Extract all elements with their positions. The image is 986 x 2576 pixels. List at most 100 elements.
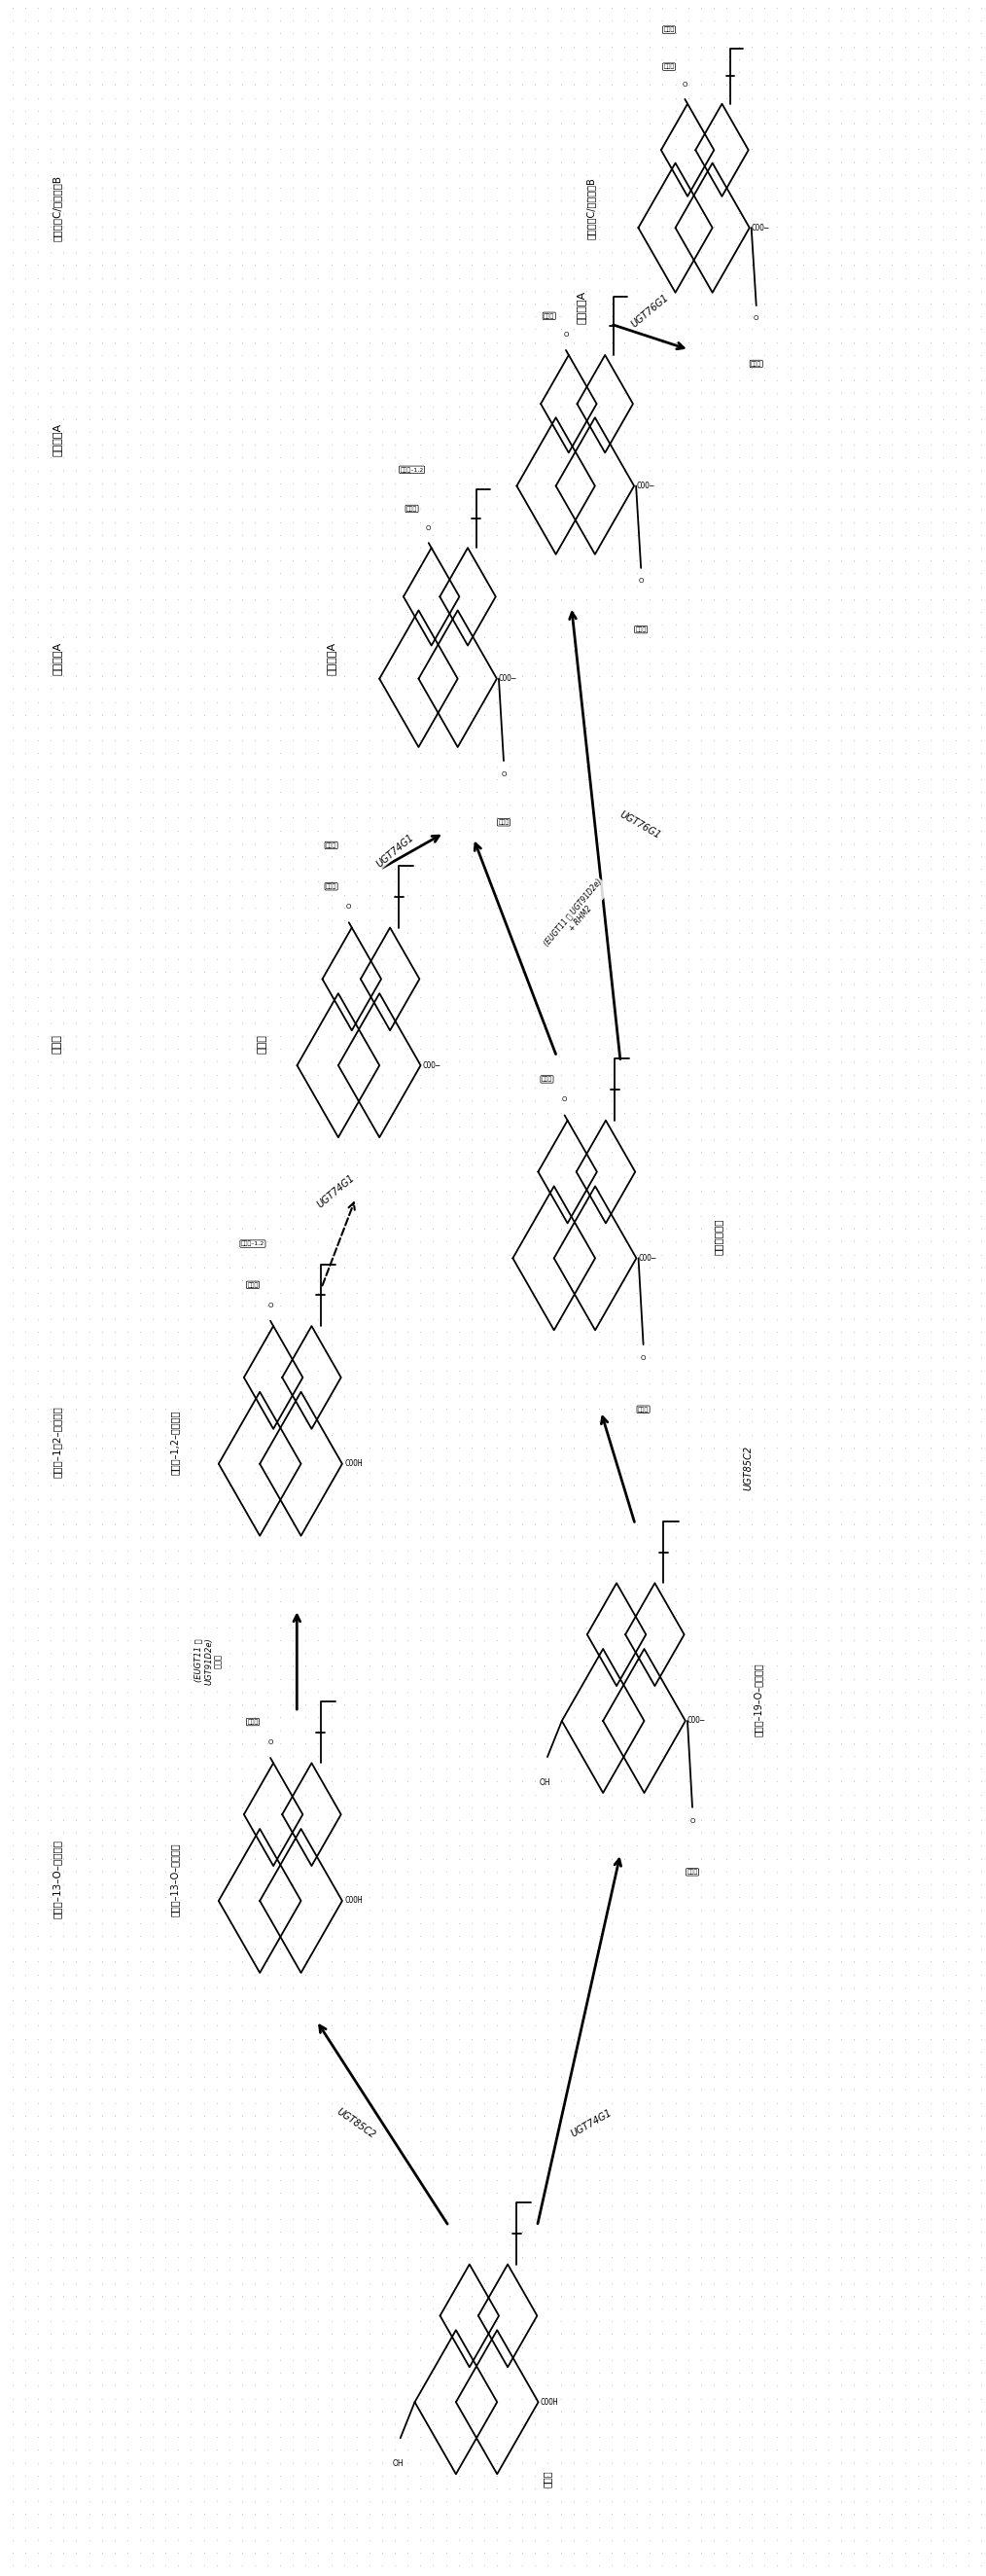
Point	[412, 732, 428, 773]
Point	[591, 1569, 606, 1610]
Point	[973, 1492, 986, 1533]
Point	[425, 605, 441, 647]
Point	[463, 1517, 479, 1558]
Point	[119, 335, 135, 376]
Point	[106, 1607, 122, 1649]
Text: COO–: COO–	[423, 1061, 441, 1069]
Point	[769, 1015, 785, 1056]
Point	[55, 2133, 71, 2174]
Point	[820, 1440, 836, 1481]
Point	[209, 938, 225, 979]
Point	[782, 0, 798, 28]
Point	[119, 1118, 135, 1159]
Point	[820, 0, 836, 41]
Point	[706, 1066, 722, 1108]
Point	[209, 1788, 225, 1829]
Point	[145, 2300, 161, 2342]
Point	[693, 1749, 709, 1790]
Point	[106, 77, 122, 118]
Point	[693, 835, 709, 876]
Point	[285, 1839, 301, 1880]
Point	[706, 1839, 722, 1880]
Point	[349, 783, 365, 824]
Point	[311, 1401, 326, 1443]
Point	[578, 180, 594, 222]
Point	[387, 2236, 403, 2277]
Point	[399, 39, 415, 80]
Point	[553, 2287, 569, 2329]
Point	[18, 90, 34, 131]
Point	[668, 1607, 683, 1649]
Point	[196, 348, 212, 389]
Point	[706, 860, 722, 902]
Point	[732, 912, 747, 953]
Point	[719, 605, 735, 647]
Point	[362, 2532, 378, 2573]
Point	[349, 90, 365, 131]
Point	[336, 1698, 352, 1739]
Point	[808, 1234, 823, 1275]
Point	[387, 1788, 403, 1829]
Point	[399, 2069, 415, 2110]
Point	[948, 1736, 963, 1777]
Point	[744, 103, 760, 144]
Point	[833, 2429, 849, 2470]
Point	[375, 976, 390, 1018]
Point	[540, 1582, 556, 1623]
Point	[948, 309, 963, 350]
Point	[298, 886, 314, 927]
Point	[336, 1131, 352, 1172]
Point	[336, 1440, 352, 1481]
Point	[246, 1311, 262, 1352]
Point	[311, 1221, 326, 1262]
Point	[387, 2223, 403, 2264]
Point	[119, 283, 135, 325]
Point	[209, 2223, 225, 2264]
Point	[948, 835, 963, 876]
Point	[323, 2416, 339, 2458]
Point	[591, 477, 606, 518]
Point	[119, 116, 135, 157]
Point	[362, 2481, 378, 2522]
Point	[55, 2352, 71, 2393]
Point	[553, 528, 569, 569]
Point	[42, 1569, 58, 1610]
Point	[629, 680, 645, 721]
Point	[782, 129, 798, 170]
Point	[81, 1079, 97, 1121]
Point	[960, 1517, 976, 1558]
Point	[923, 1965, 939, 2007]
Point	[209, 848, 225, 889]
Point	[872, 374, 887, 415]
Point	[732, 1247, 747, 1288]
Point	[719, 2339, 735, 2380]
Point	[323, 1118, 339, 1159]
Point	[668, 451, 683, 492]
Point	[553, 2133, 569, 2174]
Point	[489, 1054, 505, 1095]
Point	[119, 2545, 135, 2576]
Point	[272, 1028, 288, 1069]
Point	[171, 2262, 186, 2303]
Point	[897, 2094, 913, 2136]
Point	[872, 1698, 887, 1739]
Point	[528, 2120, 543, 2161]
Point	[693, 2506, 709, 2548]
Point	[221, 554, 237, 595]
Point	[336, 13, 352, 54]
Point	[463, 438, 479, 479]
Point	[948, 644, 963, 685]
Point	[81, 1698, 97, 1739]
Point	[808, 1350, 823, 1391]
Point	[234, 515, 249, 556]
Point	[412, 2262, 428, 2303]
Point	[706, 1260, 722, 1301]
Point	[298, 1401, 314, 1443]
Point	[183, 502, 199, 544]
Point	[81, 1865, 97, 1906]
Point	[171, 1170, 186, 1211]
Point	[833, 1888, 849, 1929]
Point	[323, 1195, 339, 1236]
Point	[591, 374, 606, 415]
Point	[94, 348, 109, 389]
